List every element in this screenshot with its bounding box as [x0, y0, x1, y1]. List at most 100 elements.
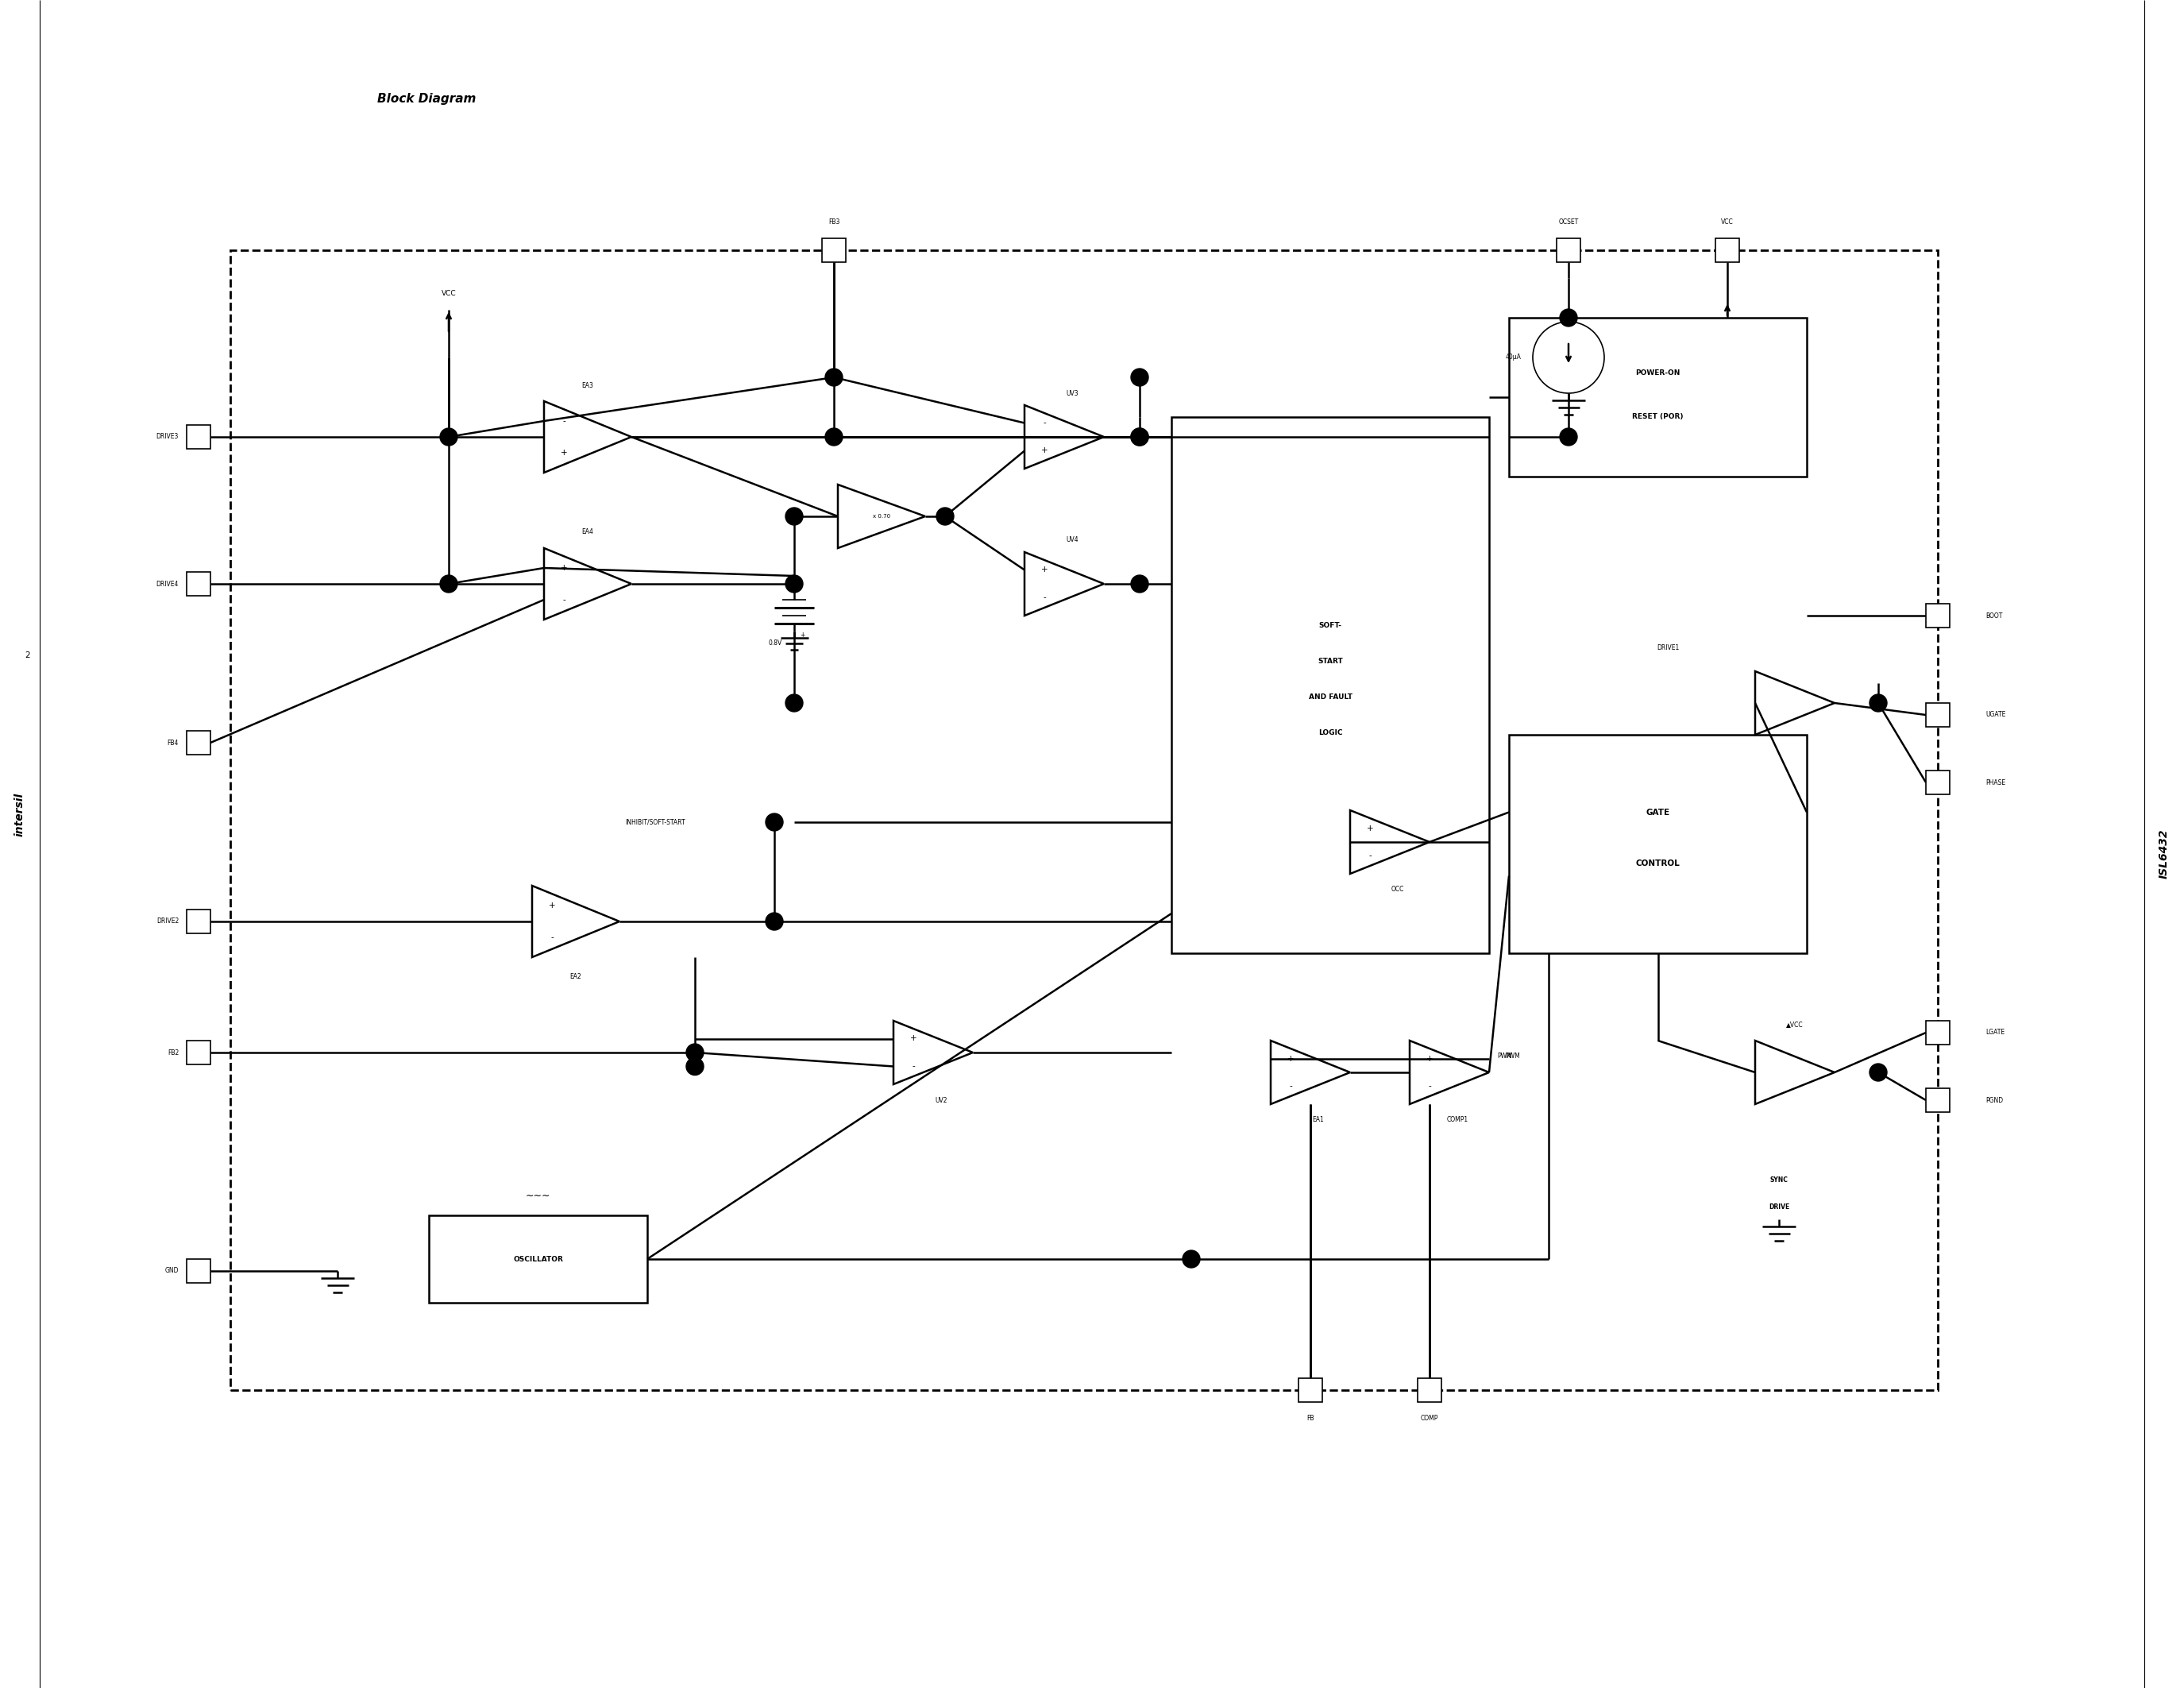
Text: FB3: FB3 [828, 219, 839, 226]
Bar [428, 1215, 646, 1303]
Text: +: + [1042, 565, 1048, 574]
Bar [1557, 238, 1581, 262]
Text: UV4: UV4 [1066, 537, 1079, 544]
Circle shape [686, 1058, 703, 1075]
Text: INHIBIT/SOFT-START: INHIBIT/SOFT-START [625, 819, 686, 825]
Text: -: - [1428, 1082, 1431, 1090]
Bar [1714, 238, 1738, 262]
Text: OCC: OCC [1391, 886, 1404, 893]
Text: VCC: VCC [1721, 219, 1734, 226]
Circle shape [786, 508, 804, 525]
Circle shape [686, 1043, 703, 1062]
Text: PGND: PGND [1985, 1097, 2003, 1104]
Text: COMP: COMP [1420, 1415, 1439, 1421]
Bar [1926, 1021, 1950, 1045]
Text: EA4: EA4 [581, 528, 594, 535]
Bar [186, 1259, 210, 1283]
Text: START: START [1317, 658, 1343, 665]
Text: PWM: PWM [1498, 1053, 1511, 1060]
Bar [186, 425, 210, 449]
Circle shape [439, 576, 456, 592]
Circle shape [1870, 694, 1887, 712]
Text: -: - [1044, 594, 1046, 601]
Text: PHASE: PHASE [1985, 778, 2005, 787]
Text: 0.8V: 0.8V [769, 640, 782, 647]
Polygon shape [893, 1021, 972, 1084]
Bar [1926, 770, 1950, 795]
Text: COMP1: COMP1 [1446, 1116, 1468, 1124]
Text: 2: 2 [26, 652, 31, 660]
Text: AND FAULT: AND FAULT [1308, 694, 1352, 701]
Text: GATE: GATE [1647, 809, 1671, 817]
Polygon shape [533, 886, 620, 957]
Text: +: + [1367, 824, 1374, 832]
Text: +: + [548, 901, 555, 910]
Text: +: + [1042, 447, 1048, 454]
Text: -: - [913, 1062, 915, 1070]
Text: ▲VCC: ▲VCC [1787, 1021, 1804, 1028]
Text: CONTROL: CONTROL [1636, 859, 1679, 868]
Circle shape [439, 429, 456, 446]
Text: +: + [561, 449, 568, 457]
Bar [1417, 1377, 1441, 1403]
Text: FB2: FB2 [168, 1048, 179, 1057]
Text: ISL6432: ISL6432 [2158, 829, 2169, 879]
Text: +: + [561, 564, 568, 572]
Text: Block Diagram: Block Diagram [378, 93, 476, 105]
Bar [1509, 317, 1806, 476]
Text: -: - [1044, 419, 1046, 427]
Text: DRIVE4: DRIVE4 [157, 581, 179, 587]
Text: RESET (POR): RESET (POR) [1631, 414, 1684, 420]
Text: SOFT-: SOFT- [1319, 621, 1341, 630]
Circle shape [786, 694, 804, 712]
Text: VCC: VCC [441, 290, 456, 297]
Text: UGATE: UGATE [1985, 711, 2005, 719]
Circle shape [1131, 368, 1149, 387]
Bar [1926, 702, 1950, 728]
Circle shape [826, 368, 843, 387]
Circle shape [1559, 429, 1577, 446]
Text: +: + [1286, 1055, 1293, 1062]
Text: DRIVE: DRIVE [1769, 1204, 1789, 1210]
Text: DRIVE1: DRIVE1 [1655, 643, 1679, 652]
Text: +: + [911, 1035, 917, 1043]
Polygon shape [1756, 672, 1835, 734]
Text: UV2: UV2 [935, 1097, 948, 1104]
Bar [229, 250, 1937, 1391]
Text: SYNC: SYNC [1769, 1177, 1789, 1183]
Circle shape [1559, 309, 1577, 326]
Polygon shape [544, 549, 631, 619]
Text: POWER-ON: POWER-ON [1636, 370, 1679, 376]
Bar [1509, 734, 1806, 954]
Polygon shape [1409, 1040, 1489, 1104]
Circle shape [1870, 1063, 1887, 1080]
Text: +: + [799, 631, 804, 640]
Circle shape [937, 508, 954, 525]
Bar [186, 731, 210, 755]
Circle shape [1131, 429, 1149, 446]
Text: BOOT: BOOT [1985, 613, 2003, 619]
Circle shape [1182, 1251, 1199, 1268]
Circle shape [1533, 322, 1605, 393]
Polygon shape [839, 484, 926, 549]
Text: intersil: intersil [15, 792, 26, 836]
Bar [1171, 417, 1489, 954]
Bar [186, 910, 210, 933]
Bar [1926, 1089, 1950, 1112]
Text: x 0.70: x 0.70 [874, 513, 891, 518]
Text: EA2: EA2 [570, 974, 581, 981]
Text: OSCILLATOR: OSCILLATOR [513, 1256, 563, 1263]
Polygon shape [1024, 552, 1103, 616]
Text: -: - [1289, 1082, 1293, 1090]
Circle shape [826, 429, 843, 446]
Text: UV3: UV3 [1066, 390, 1079, 397]
Text: EA1: EA1 [1313, 1116, 1324, 1124]
Text: 40μA: 40μA [1505, 354, 1520, 361]
Bar [1299, 1377, 1321, 1403]
Polygon shape [1350, 810, 1431, 874]
Polygon shape [1271, 1040, 1350, 1104]
Text: -: - [563, 596, 566, 604]
Text: PWM: PWM [1505, 1053, 1520, 1060]
Circle shape [767, 814, 784, 830]
Text: -: - [550, 933, 553, 942]
